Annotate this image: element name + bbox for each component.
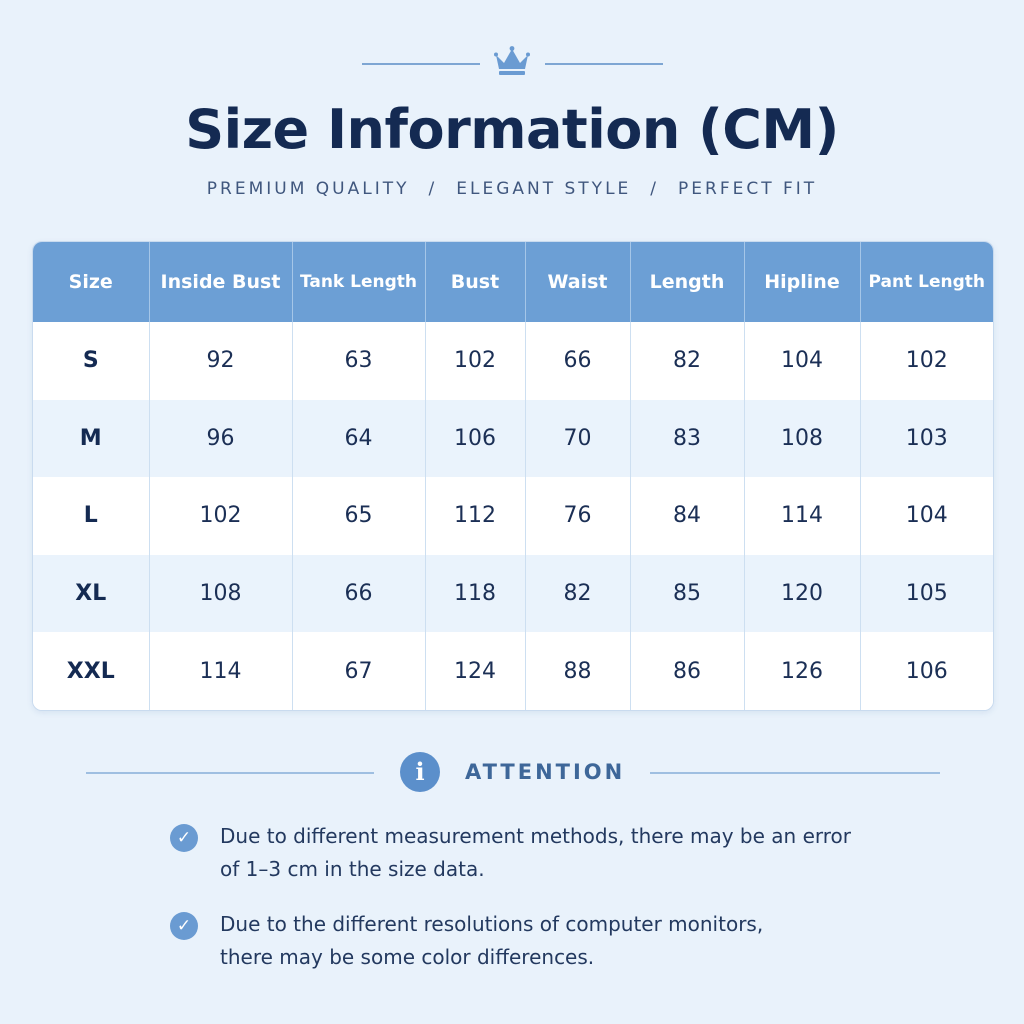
- table-cell: 88: [525, 632, 631, 710]
- size-label-cell: S: [33, 322, 150, 400]
- column-header-waist: Waist: [525, 242, 631, 322]
- note-line: of 1–3 cm in the size data.: [220, 857, 485, 881]
- table-row: S 92 63 102 66 82 104 102: [33, 322, 993, 400]
- table-cell: 66: [292, 554, 426, 633]
- table-cell: 104: [860, 477, 993, 555]
- size-label-cell: XL: [33, 554, 150, 633]
- note-line: Due to different measurement methods, th…: [220, 824, 851, 848]
- table-cell: 114: [744, 477, 861, 555]
- table-cell: 105: [860, 554, 993, 633]
- table-cell: 102: [149, 477, 293, 555]
- attention-line-right: [650, 772, 940, 774]
- page-title: Size Information (CM): [185, 98, 839, 161]
- attention-notes: ✓ Due to different measurement methods, …: [170, 820, 890, 996]
- table-row: L 102 65 112 76 84 114 104: [33, 477, 993, 555]
- column-header-size: Size: [33, 242, 150, 322]
- tagline-separator: /: [650, 179, 660, 199]
- table-cell: 92: [149, 322, 293, 400]
- table-cell: 64: [292, 399, 426, 478]
- size-table-card: Size Inside Bust Tank Length Bust Waist …: [32, 241, 994, 711]
- table-cell: 126: [744, 632, 861, 710]
- table-header-row: Size Inside Bust Tank Length Bust Waist …: [33, 242, 993, 322]
- table-cell: 108: [149, 554, 293, 633]
- tagline-item-quality: PREMIUM QUALITY: [206, 179, 410, 199]
- table-cell: 118: [425, 554, 526, 633]
- table-cell: 120: [744, 554, 861, 633]
- size-label-cell: XXL: [33, 632, 150, 710]
- table-cell: 82: [525, 554, 631, 633]
- attention-header: i ATTENTION: [0, 752, 1024, 794]
- table-cell: 85: [630, 554, 745, 633]
- column-header-length: Length: [630, 242, 745, 322]
- table-cell: 82: [630, 322, 745, 400]
- size-label-cell: L: [33, 477, 150, 555]
- table-cell: 96: [149, 399, 293, 478]
- table-cell: 114: [149, 632, 293, 710]
- ornament-line-right: [545, 63, 663, 65]
- table-cell: 102: [860, 322, 993, 400]
- crown-icon: [494, 46, 530, 75]
- table-cell: 70: [525, 399, 631, 478]
- table-cell: 83: [630, 399, 745, 478]
- table-cell: 106: [425, 399, 526, 478]
- table-cell: 112: [425, 477, 526, 555]
- ornament-line-left: [362, 63, 480, 65]
- note-item: ✓ Due to different measurement methods, …: [170, 820, 890, 886]
- note-line: Due to the different resolutions of comp…: [220, 912, 764, 936]
- check-icon: ✓: [170, 824, 198, 852]
- column-header-bust: Bust: [425, 242, 526, 322]
- table-cell: 106: [860, 632, 993, 710]
- size-table: Size Inside Bust Tank Length Bust Waist …: [33, 242, 993, 710]
- table-cell: 104: [744, 322, 861, 400]
- table-cell: 86: [630, 632, 745, 710]
- check-icon: ✓: [170, 912, 198, 940]
- table-cell: 66: [525, 322, 631, 400]
- table-cell: 102: [425, 322, 526, 400]
- column-header-hipline: Hipline: [744, 242, 861, 322]
- table-cell: 65: [292, 477, 426, 555]
- table-cell: 124: [425, 632, 526, 710]
- table-cell: 76: [525, 477, 631, 555]
- note-line: there may be some color differences.: [220, 945, 595, 969]
- tagline-item-fit: PERFECT FIT: [678, 179, 818, 199]
- tagline-separator: /: [428, 179, 438, 199]
- column-header-pant-length: Pant Length: [860, 242, 993, 322]
- table-cell: 67: [292, 632, 426, 710]
- table-row: M 96 64 106 70 83 108 103: [33, 399, 993, 478]
- table-cell: 103: [860, 399, 993, 478]
- column-header-inside-bust: Inside Bust: [149, 242, 293, 322]
- table-cell: 84: [630, 477, 745, 555]
- table-cell: 63: [292, 322, 426, 400]
- table-row: XL 108 66 118 82 85 120 105: [33, 554, 993, 633]
- attention-label: ATTENTION: [465, 760, 626, 784]
- table-row: XXL 114 67 124 88 86 126 106: [33, 632, 993, 710]
- tagline: PREMIUM QUALITY / ELEGANT STYLE / PERFECT FI…: [0, 179, 1024, 199]
- size-label-cell: M: [33, 399, 150, 478]
- info-icon: i: [400, 752, 440, 792]
- tagline-item-style: ELEGANT STYLE: [456, 179, 632, 199]
- attention-line-left: [86, 772, 374, 774]
- table-cell: 108: [744, 399, 861, 478]
- note-item: ✓ Due to the different resolutions of co…: [170, 908, 890, 974]
- top-ornament: [0, 42, 1024, 82]
- column-header-tank-length: Tank Length: [292, 242, 426, 322]
